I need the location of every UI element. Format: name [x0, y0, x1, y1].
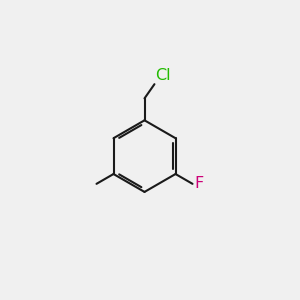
Text: F: F	[195, 176, 204, 191]
Text: Cl: Cl	[156, 68, 171, 83]
